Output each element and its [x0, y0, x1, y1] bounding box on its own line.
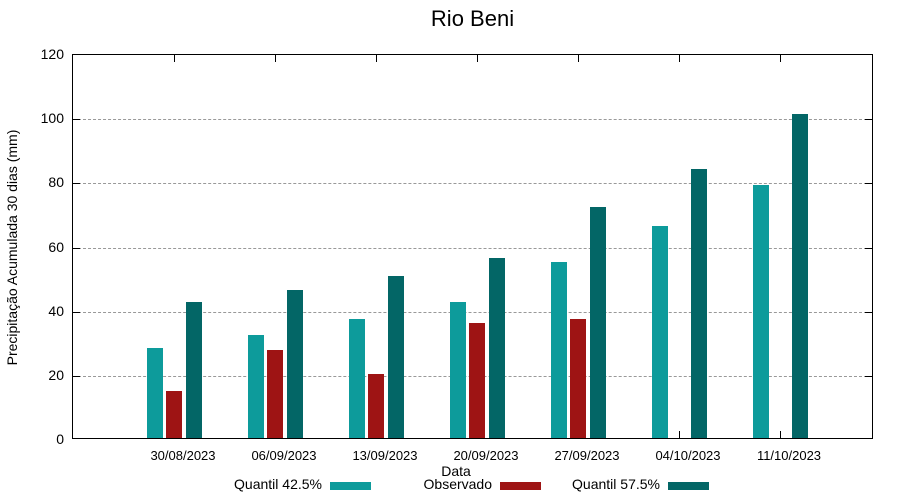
legend-label-quantil-57-5-: Quantil 57.5% — [572, 476, 660, 492]
bar-observado-1 — [267, 349, 283, 438]
bar-quantil-57-5--2 — [387, 275, 404, 438]
x-tick-label-3: 20/09/2023 — [453, 448, 519, 463]
bar-observado-4 — [570, 319, 586, 438]
x-tick-top-0 — [174, 55, 175, 62]
x-tick-label-2: 13/09/2023 — [352, 448, 418, 463]
bar-observado-2 — [368, 373, 384, 438]
x-tick-bottom-5 — [679, 431, 680, 438]
y-tick-label-20: 20 — [48, 366, 64, 383]
y-tick-label-60: 60 — [48, 238, 64, 255]
plot-area — [72, 54, 873, 439]
x-tick-top-4 — [578, 55, 579, 62]
bar-quantil-42-5--2 — [348, 319, 365, 438]
bar-quantil-42-5--6 — [752, 184, 769, 438]
x-tick-top-1 — [275, 55, 276, 62]
bar-quantil-42-5--4 — [550, 261, 567, 438]
x-tick-bottom-6 — [780, 431, 781, 438]
bar-quantil-57-5--5 — [690, 168, 707, 438]
x-axis-label: Data — [441, 463, 471, 479]
x-tick-label-5: 04/10/2023 — [655, 448, 721, 463]
y-tick-label-80: 80 — [48, 174, 64, 191]
gridline-100 — [73, 119, 872, 121]
y-tick-right-40 — [865, 311, 872, 313]
y-axis-label: Precipitação Acumulada 30 dias (mm) — [4, 129, 20, 366]
y-tick-right-20 — [865, 375, 872, 377]
bar-quantil-42-5--0 — [146, 348, 163, 438]
y-tick-right-60 — [865, 247, 872, 249]
bar-observado-3 — [469, 322, 485, 438]
x-tick-top-3 — [477, 55, 478, 62]
legend-label-quantil-42-5-: Quantil 42.5% — [234, 476, 322, 492]
legend-label-observado: Observado — [423, 476, 492, 492]
x-tick-label-4: 27/09/2023 — [554, 448, 620, 463]
x-tick-label-1: 06/09/2023 — [251, 448, 317, 463]
x-tick-top-2 — [376, 55, 377, 62]
x-tick-label-0: 30/08/2023 — [150, 448, 216, 463]
y-tick-label-100: 100 — [40, 110, 64, 127]
bar-quantil-57-5--0 — [185, 301, 202, 438]
y-tick-label-120: 120 — [40, 46, 64, 62]
bar-quantil-42-5--3 — [449, 301, 466, 438]
gridline-40 — [73, 311, 872, 313]
y-tick-80 — [73, 183, 80, 185]
y-tick-label-40: 40 — [48, 302, 64, 319]
y-tick-label-0: 0 — [56, 431, 64, 447]
gridline-60 — [73, 247, 872, 249]
y-tick-100 — [73, 119, 80, 121]
legend-swatch-observado — [500, 482, 541, 490]
bar-quantil-57-5--1 — [286, 290, 303, 438]
y-tick-20 — [73, 375, 80, 377]
bar-observado-0 — [166, 391, 182, 438]
gridline-80 — [73, 183, 872, 185]
y-tick-40 — [73, 311, 80, 313]
y-tick-60 — [73, 247, 80, 249]
x-tick-top-6 — [780, 55, 781, 62]
x-tick-top-5 — [679, 55, 680, 62]
legend-swatch-quantil-42-5- — [330, 482, 371, 490]
x-tick-label-6: 11/10/2023 — [756, 448, 822, 463]
bar-quantil-42-5--1 — [247, 335, 264, 438]
bar-quantil-57-5--4 — [589, 207, 606, 438]
bar-quantil-42-5--5 — [651, 226, 668, 438]
y-tick-right-100 — [865, 119, 872, 121]
bar-quantil-57-5--3 — [488, 258, 505, 438]
y-tick-right-80 — [865, 183, 872, 185]
legend-swatch-quantil-57-5- — [668, 482, 709, 490]
chart-title: Rio Beni — [430, 6, 515, 31]
bar-quantil-57-5--6 — [791, 113, 808, 438]
